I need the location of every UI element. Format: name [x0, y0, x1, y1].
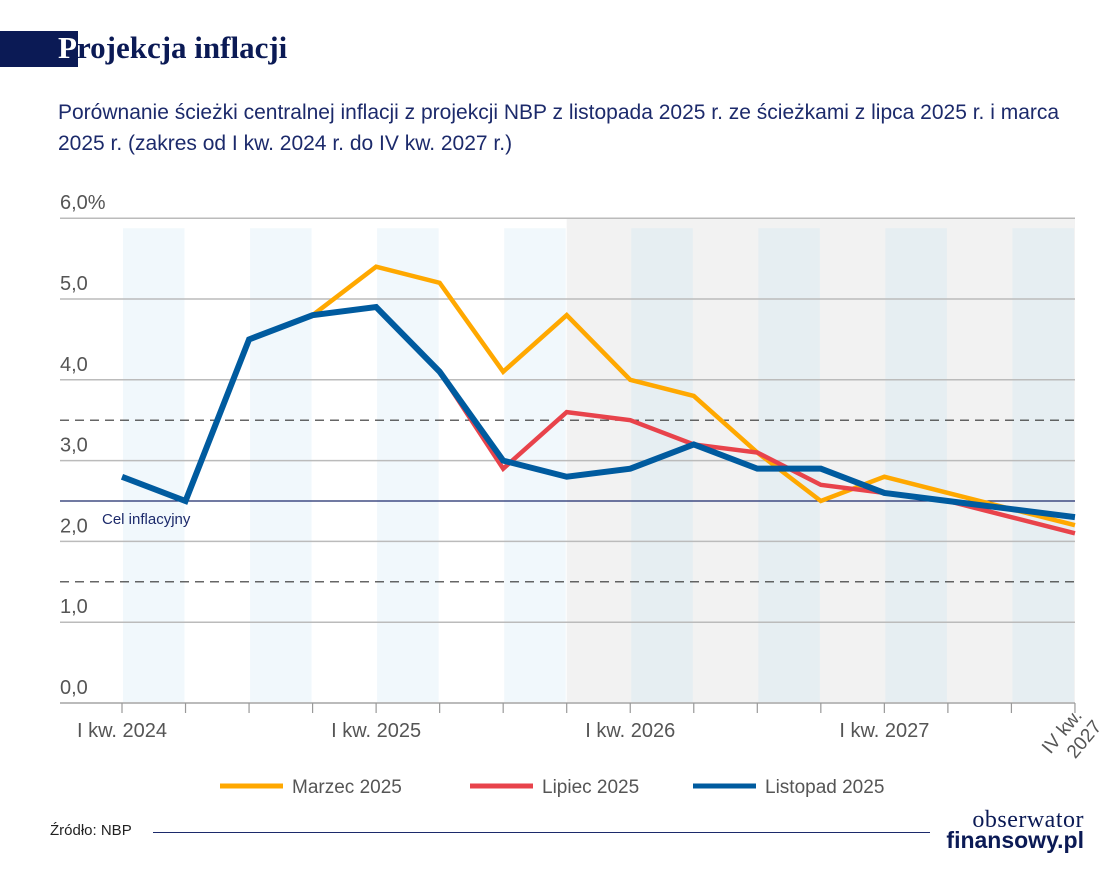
- quarter-band: [885, 228, 947, 703]
- logo: obserwator finansowy.pl: [946, 807, 1084, 853]
- title-rest: rojekcja inflacji: [76, 30, 288, 65]
- y-tick-label: 4,0: [60, 354, 88, 376]
- x-tick-label: I kw. 2027: [839, 720, 929, 742]
- legend-label: Lipiec 2025: [542, 777, 639, 798]
- quarter-band: [123, 228, 185, 703]
- y-tick-label: 2,0: [60, 515, 88, 537]
- x-tick-label: I kw. 2025: [331, 720, 421, 742]
- legend-label: Marzec 2025: [292, 777, 402, 798]
- title-first-letter: P: [58, 30, 77, 65]
- x-tick-label: I kw. 2024: [77, 720, 167, 742]
- y-tick-label: 3,0: [60, 435, 88, 457]
- target-label: Cel inflacyjny: [102, 511, 191, 528]
- quarter-band: [1012, 228, 1074, 703]
- page-title: Projekcja inflacji: [58, 30, 287, 66]
- x-tick-label: I kw. 2026: [585, 720, 675, 742]
- quarter-band: [377, 228, 439, 703]
- quarter-band: [250, 228, 312, 703]
- title-block: [0, 31, 78, 67]
- series-line-listopad-2025: [120, 303, 1076, 521]
- subtitle: Porównanie ścieżki centralnej inflacji z…: [58, 101, 1060, 155]
- x-tick-label-last: IV kw.2027: [1038, 703, 1106, 773]
- y-tick-label: 5,0: [60, 273, 88, 295]
- y-tick-label: 1,0: [60, 596, 88, 618]
- y-tick-label: 0,0: [60, 677, 88, 699]
- legend-label: Listopad 2025: [765, 777, 884, 798]
- quarter-band: [758, 228, 820, 703]
- y-tick-label: 6,0%: [60, 192, 106, 214]
- source-note: Źródło: NBP: [50, 822, 132, 839]
- source-divider: [153, 832, 930, 833]
